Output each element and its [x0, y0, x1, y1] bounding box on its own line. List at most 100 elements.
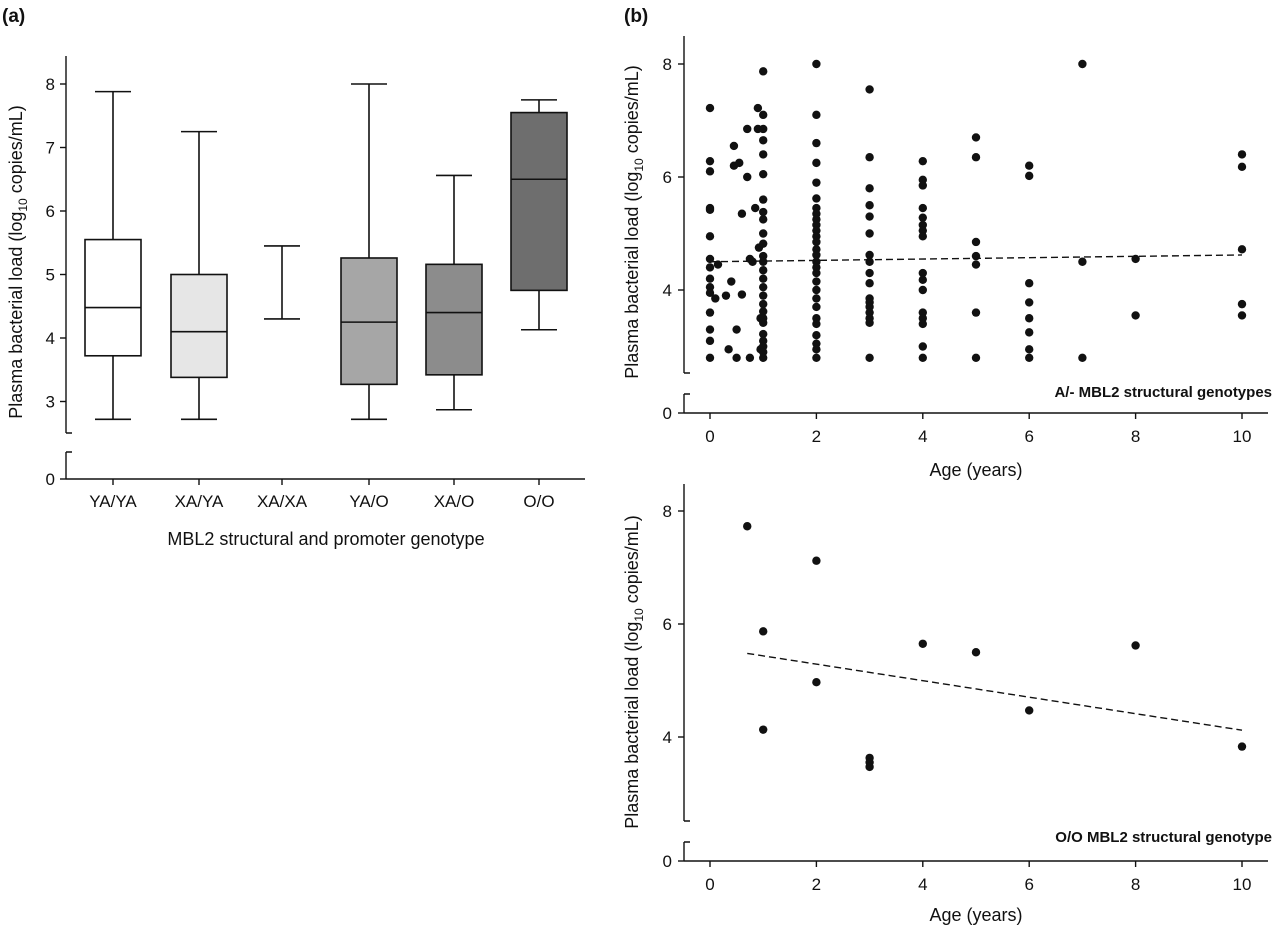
data-point — [759, 239, 768, 248]
data-point — [748, 257, 757, 266]
panel-b-bottom-y-ticks: 0 4 6 8 — [663, 502, 684, 871]
data-point — [759, 215, 768, 224]
data-point — [1237, 150, 1247, 159]
data-point — [759, 299, 768, 309]
box-iqr — [510, 111, 568, 292]
panel-a-label: (a) — [2, 6, 25, 27]
data-point — [812, 194, 821, 203]
data-point — [1025, 161, 1034, 170]
data-point — [1237, 742, 1247, 751]
panel-b-top-y-axis-title: Plasma bacterial load (log10 copies/mL) — [622, 65, 646, 379]
data-point — [759, 318, 768, 327]
data-point — [1078, 353, 1087, 362]
data-point — [812, 59, 821, 69]
data-point — [918, 319, 927, 329]
y-tick-label: 0 — [663, 404, 672, 423]
y-tick-label: 0 — [46, 470, 55, 489]
data-point — [865, 318, 874, 327]
data-point — [759, 291, 768, 300]
data-point — [1025, 171, 1034, 181]
data-point — [1025, 298, 1034, 307]
data-point — [705, 325, 715, 334]
data-point — [971, 260, 981, 269]
x-tick-label: 0 — [705, 875, 714, 894]
data-point — [971, 648, 981, 657]
data-point — [865, 268, 874, 278]
data-point — [812, 677, 821, 687]
data-point — [812, 345, 821, 354]
y-tick-label: 8 — [663, 55, 672, 74]
data-point — [759, 627, 768, 636]
panel-b-top-annotation: A/- MBL2 structural genotypes — [1054, 384, 1272, 401]
data-point — [705, 274, 715, 283]
data-point — [705, 232, 715, 241]
x-tick-label: YA/YA — [89, 492, 137, 511]
panel-b-bottom-trend-line — [747, 652, 1243, 731]
data-point — [1131, 311, 1140, 320]
panel-a-x-axis-title: MBL2 structural and promoter genotype — [167, 529, 484, 549]
x-tick-label: 4 — [918, 875, 927, 894]
data-point — [865, 212, 874, 221]
box-iqr — [84, 238, 142, 357]
data-point — [812, 353, 821, 362]
data-point — [705, 263, 715, 272]
data-point — [812, 268, 821, 278]
y-tick-label: 6 — [663, 615, 672, 634]
y-tick-label: 8 — [46, 75, 55, 94]
data-point — [812, 556, 821, 565]
x-tick-label: O/O — [523, 492, 554, 511]
data-point — [1237, 311, 1247, 320]
data-point — [1025, 353, 1034, 362]
data-point — [1025, 328, 1034, 337]
data-point — [759, 274, 768, 283]
panel-b-bottom: Plasma bacterial load (log10 copies/mL) … — [622, 484, 1272, 925]
panel-b-bottom-points — [743, 522, 1247, 772]
data-point — [759, 353, 768, 362]
data-point — [729, 141, 739, 151]
data-point — [705, 156, 715, 166]
panel-a-y-axis — [65, 56, 585, 480]
data-point — [705, 336, 715, 346]
y-tick-label: 0 — [663, 852, 672, 871]
data-point — [1025, 345, 1034, 354]
data-point — [971, 353, 981, 362]
data-point — [918, 156, 927, 166]
data-point — [812, 110, 821, 120]
panel-b-top-points — [705, 59, 1247, 362]
data-point — [1078, 59, 1087, 69]
data-point — [865, 353, 874, 362]
data-point — [759, 124, 768, 134]
data-point — [865, 762, 874, 772]
x-tick-label: 0 — [705, 427, 714, 446]
data-point — [812, 277, 821, 286]
data-point — [971, 153, 981, 162]
panel-b-top-y-axis-line-lower — [683, 393, 690, 413]
data-point — [1237, 162, 1247, 172]
data-point — [1025, 706, 1034, 715]
x-tick-label: 10 — [1233, 427, 1252, 446]
data-point — [759, 282, 768, 292]
data-point — [812, 302, 821, 312]
panel-b-bottom-y-axis-line-lower — [683, 841, 690, 861]
data-point — [812, 294, 821, 303]
panel-b-top-axes — [683, 36, 1268, 414]
data-point — [865, 279, 874, 288]
panel-b-bottom-y-axis-title: Plasma bacterial load (log10 copies/mL) — [622, 515, 646, 829]
data-point — [812, 285, 821, 295]
panel-a-y-axis-line-lower — [65, 451, 72, 479]
panel-a-boxes — [84, 83, 568, 421]
data-point — [812, 250, 821, 260]
data-point — [812, 237, 821, 247]
data-point — [727, 277, 736, 286]
data-point — [1025, 314, 1034, 323]
y-tick-label: 3 — [46, 393, 55, 412]
data-point — [812, 319, 821, 329]
data-point — [1025, 279, 1034, 288]
data-point — [735, 158, 744, 168]
x-tick-label: XA/O — [434, 492, 475, 511]
data-point — [759, 229, 768, 238]
data-point — [759, 110, 768, 120]
x-tick-label: 6 — [1024, 427, 1033, 446]
data-point — [865, 85, 874, 94]
data-point — [705, 103, 715, 113]
